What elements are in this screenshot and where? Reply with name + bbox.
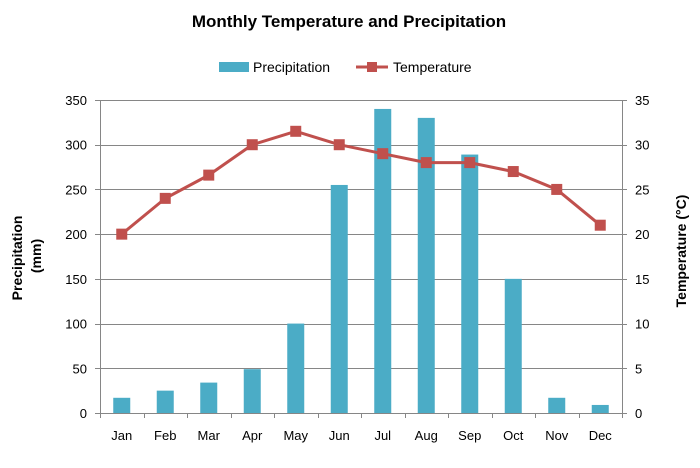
precipitation-bars (113, 108, 609, 413)
x-tick-label-may: May (283, 428, 308, 443)
x-tick-label-jun: Jun (329, 428, 350, 443)
right-tick-label: 15 (635, 272, 649, 287)
legend-temperature-label: Temperature (393, 59, 472, 75)
legend-precipitation-label: Precipitation (253, 59, 330, 75)
precipitation-bar-jun (330, 184, 348, 413)
precipitation-bar-aug (417, 117, 435, 413)
temperature-point-jul (377, 148, 389, 160)
x-tick-label-feb: Feb (154, 428, 176, 443)
left-tick-label: 200 (65, 227, 87, 242)
right-tick-label: 5 (635, 361, 642, 376)
left-tick-label: 100 (65, 317, 87, 332)
x-axis-tick-labels: Jan Feb Mar Apr May Jun Jul Aug Sep Oct Nov Dec (111, 428, 612, 443)
temperature-point-aug (420, 157, 432, 169)
precipitation-bar-jan (113, 397, 131, 413)
x-tick-label-jan: Jan (111, 428, 132, 443)
right-axis-tick-labels: 0 5 10 15 20 25 30 35 (635, 93, 649, 421)
temperature-point-oct (507, 166, 519, 178)
precipitation-bar-dec (591, 404, 609, 413)
precipitation-bar-may (287, 323, 305, 413)
right-tick-label: 35 (635, 93, 649, 108)
chart-title: Monthly Temperature and Precipitation (192, 12, 506, 31)
precipitation-bar-sep (461, 154, 479, 413)
temperature-point-may (290, 125, 302, 137)
legend-precipitation-swatch (219, 62, 249, 72)
left-tick-label: 250 (65, 182, 87, 197)
temperature-point-dec (594, 219, 606, 231)
left-tick-label: 50 (73, 361, 87, 376)
right-tick-label: 0 (635, 406, 642, 421)
temperature-point-feb (159, 192, 171, 204)
legend: Precipitation Temperature (219, 59, 472, 75)
precipitation-bar-apr (243, 369, 261, 413)
right-tick-label: 25 (635, 182, 649, 197)
x-tick-label-apr: Apr (242, 428, 263, 443)
temperature-point-nov (551, 183, 563, 195)
left-axis-title: Precipitation (mm) (9, 212, 44, 301)
x-tick-label-dec: Dec (589, 428, 613, 443)
gridlines (100, 100, 622, 369)
x-tick-label-oct: Oct (503, 428, 524, 443)
x-tick-label-mar: Mar (198, 428, 221, 443)
x-tick-label-jul: Jul (374, 428, 391, 443)
temperature-line (120, 129, 602, 236)
precipitation-bar-mar (200, 382, 218, 413)
temperature-point-sep (464, 157, 476, 169)
right-axis-title: Temperature (°C) (673, 195, 689, 308)
x-tick-label-nov: Nov (545, 428, 569, 443)
x-tick-label-aug: Aug (415, 428, 438, 443)
right-tick-label: 10 (635, 317, 649, 332)
left-tick-label: 150 (65, 272, 87, 287)
x-tick-label-sep: Sep (458, 428, 481, 443)
temperature-line-series (116, 125, 606, 240)
left-tick-label: 300 (65, 138, 87, 153)
precipitation-bar-oct (504, 278, 522, 413)
temperature-point-mar (203, 169, 215, 181)
right-tick-label: 20 (635, 227, 649, 242)
temperature-point-jan (116, 228, 128, 240)
precipitation-bar-nov (548, 397, 566, 413)
left-tick-label: 350 (65, 93, 87, 108)
temperature-point-apr (246, 139, 258, 151)
left-axis-tick-labels: 0 50 100 150 200 250 300 350 (65, 93, 87, 421)
temperature-point-jun (333, 139, 345, 151)
axes (95, 100, 627, 418)
right-tick-label: 30 (635, 138, 649, 153)
precipitation-bar-feb (156, 390, 174, 413)
precipitation-bar-jul (374, 108, 392, 413)
left-tick-label: 0 (80, 406, 87, 421)
legend-temperature-marker (367, 62, 377, 72)
